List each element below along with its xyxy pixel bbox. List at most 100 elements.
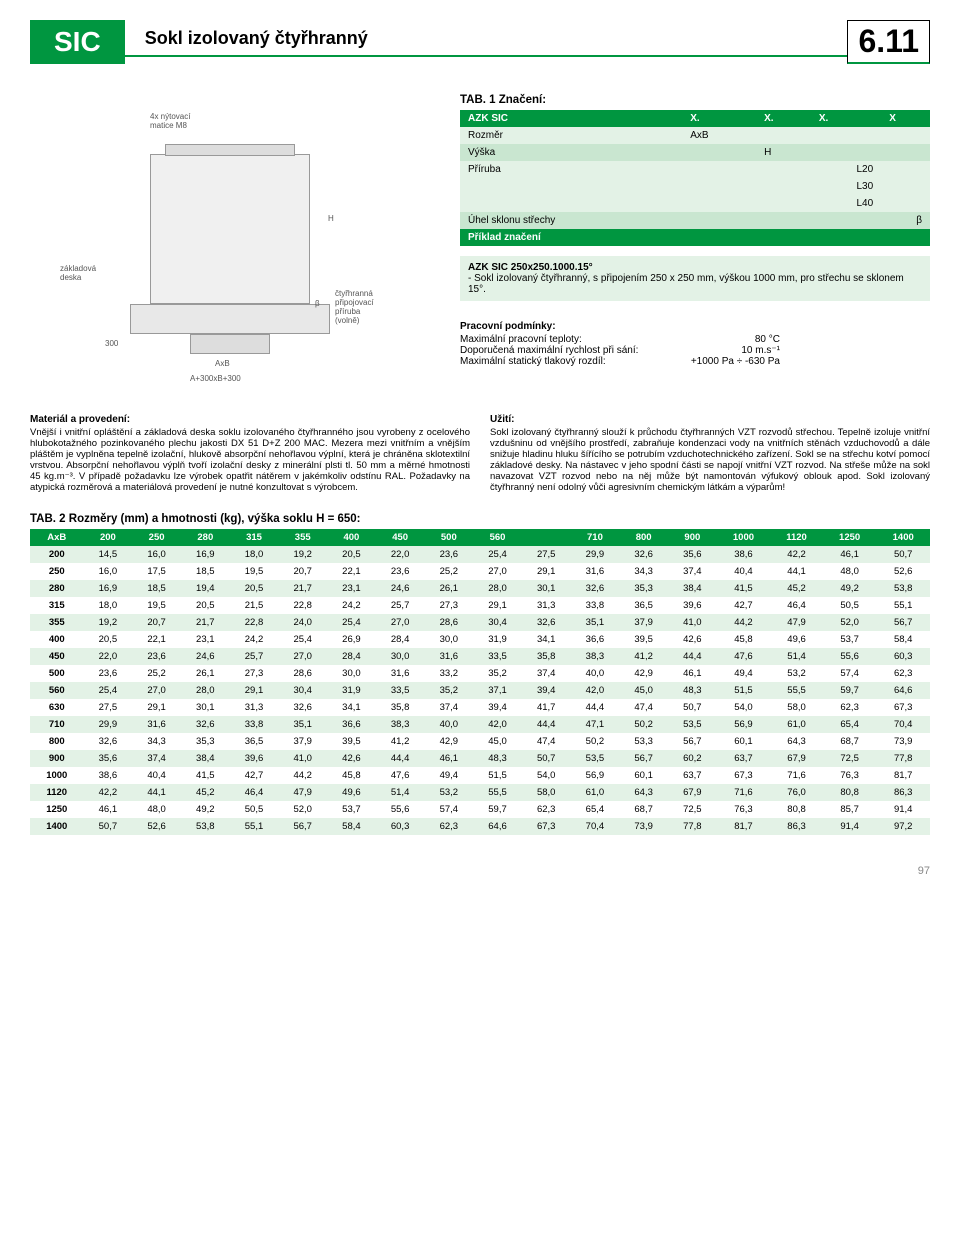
table-cell: 17,5 (132, 563, 181, 580)
table-cell: 280 (30, 580, 84, 597)
table-cell: 1250 (30, 801, 84, 818)
table-cell: 26,1 (181, 665, 230, 682)
table-cell: 34,1 (327, 699, 376, 716)
table-cell: 48,0 (132, 801, 181, 818)
table-cell: 40,4 (717, 563, 771, 580)
table-header-cell: 280 (181, 529, 230, 546)
table-cell: 41,2 (619, 648, 668, 665)
table-cell: 41,7 (522, 699, 571, 716)
table-row: 25016,017,518,519,520,722,123,625,227,02… (30, 563, 930, 580)
table-cell: 42,6 (668, 631, 717, 648)
table-cell: 31,3 (230, 699, 279, 716)
table-cell: 45,2 (181, 784, 230, 801)
table-cell: 53,5 (571, 750, 620, 767)
table-cell: 50,7 (522, 750, 571, 767)
table-header-cell (522, 529, 571, 546)
table-cell: 29,1 (230, 682, 279, 699)
table-cell: 53,2 (424, 784, 473, 801)
table-cell: 41,5 (181, 767, 230, 784)
table-cell: 49,2 (823, 580, 877, 597)
table-cell: 42,2 (770, 546, 823, 563)
table-cell: 26,1 (424, 580, 473, 597)
page-number-box: 6.11 (847, 20, 930, 64)
table-cell: 41,0 (668, 614, 717, 631)
table-cell: 27,5 (522, 546, 571, 563)
table-cell: 48,0 (823, 563, 877, 580)
table-cell: 21,7 (181, 614, 230, 631)
sic-badge: SIC (30, 20, 125, 64)
table-cell: 49,6 (327, 784, 376, 801)
table-cell: 35,2 (473, 665, 522, 682)
table-cell: 56,9 (717, 716, 771, 733)
table-cell: 47,9 (278, 784, 327, 801)
table-cell: 450 (30, 648, 84, 665)
tab2-title: TAB. 2 Rozměry (mm) a hmotnosti (kg), vý… (30, 513, 930, 525)
table-cell: 41,2 (376, 733, 425, 750)
table-cell: 900 (30, 750, 84, 767)
table-cell: 22,1 (327, 563, 376, 580)
table-cell: 47,4 (619, 699, 668, 716)
table-cell: 31,6 (571, 563, 620, 580)
table-cell: 51,4 (770, 648, 823, 665)
material-block: Materiál a provedení: Vnější i vnitřní o… (30, 414, 470, 493)
table-cell: 41,0 (278, 750, 327, 767)
table-cell: 47,9 (770, 614, 823, 631)
table-cell: 56,9 (571, 767, 620, 784)
table-row: 71029,931,632,633,835,136,638,340,042,04… (30, 716, 930, 733)
table-cell: 49,2 (181, 801, 230, 818)
table-cell: 25,2 (132, 665, 181, 682)
table-cell: 28,4 (376, 631, 425, 648)
table-cell: 25,4 (278, 631, 327, 648)
diagram-label-formula: A+300xB+300 (190, 374, 241, 383)
table-cell: 44,1 (132, 784, 181, 801)
table-cell: 42,2 (84, 784, 133, 801)
text-columns: Materiál a provedení: Vnější i vnitřní o… (30, 414, 930, 493)
table-cell: 200 (30, 546, 84, 563)
table-cell: 32,6 (571, 580, 620, 597)
table-cell: 39,4 (473, 699, 522, 716)
example-text: - Sokl izolovaný čtyřhranný, s připojení… (468, 273, 904, 295)
table-cell: 50,5 (823, 597, 877, 614)
table-cell: 57,4 (823, 665, 877, 682)
table-cell: 64,6 (876, 682, 930, 699)
table-cell: 59,7 (823, 682, 877, 699)
table-cell: 26,9 (327, 631, 376, 648)
table-cell: 80,8 (770, 801, 823, 818)
table-cell: 62,3 (876, 665, 930, 682)
table-cell: 50,2 (619, 716, 668, 733)
technical-diagram: 4x nýtovací matice M8 základová deska čt… (30, 94, 430, 394)
table-cell: 53,2 (770, 665, 823, 682)
table-cell: 64,3 (619, 784, 668, 801)
table-cell: 38,3 (571, 648, 620, 665)
table-cell: 44,2 (717, 614, 771, 631)
table-cell: 32,6 (84, 733, 133, 750)
table-cell: 81,7 (717, 818, 771, 835)
table-cell: 24,2 (230, 631, 279, 648)
table-cell: 71,6 (770, 767, 823, 784)
table-cell: 52,0 (278, 801, 327, 818)
table-cell: 45,0 (473, 733, 522, 750)
table-cell: 31,6 (132, 716, 181, 733)
table-cell: 25,7 (376, 597, 425, 614)
table-cell: 67,9 (770, 750, 823, 767)
table-row: 140050,752,653,855,156,758,460,362,364,6… (30, 818, 930, 835)
table-cell: 30,4 (278, 682, 327, 699)
table-cell: 81,7 (876, 767, 930, 784)
table-cell: 64,6 (473, 818, 522, 835)
table-cell: 38,4 (181, 750, 230, 767)
table-cell: 63,7 (717, 750, 771, 767)
table-cell: 91,4 (876, 801, 930, 818)
table-cell: 60,1 (717, 733, 771, 750)
table-cell: 35,3 (181, 733, 230, 750)
table-cell: 710 (30, 716, 84, 733)
table-cell: 31,9 (473, 631, 522, 648)
table-cell: 18,5 (181, 563, 230, 580)
table-cell: 39,5 (327, 733, 376, 750)
table-cell: 27,0 (473, 563, 522, 580)
table-cell: 35,6 (668, 546, 717, 563)
table-cell: 42,9 (619, 665, 668, 682)
table-header-cell: 900 (668, 529, 717, 546)
table-cell: 53,5 (668, 716, 717, 733)
table-cell: 35,8 (376, 699, 425, 716)
table-cell: 67,9 (668, 784, 717, 801)
